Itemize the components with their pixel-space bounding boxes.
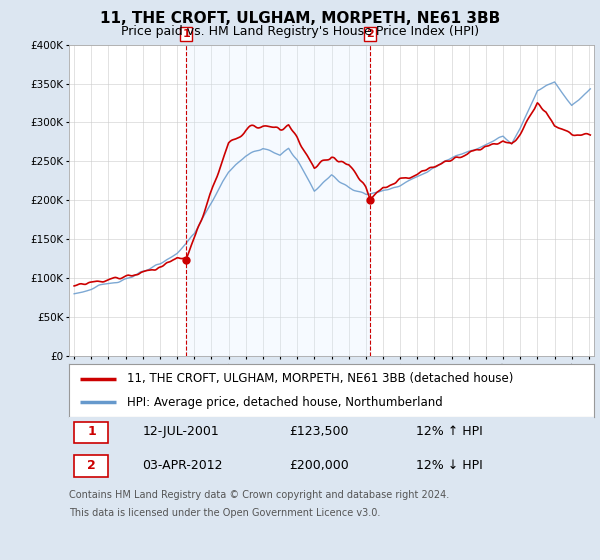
Text: This data is licensed under the Open Government Licence v3.0.: This data is licensed under the Open Gov… <box>69 508 380 519</box>
Text: 1: 1 <box>87 426 96 438</box>
Text: 2: 2 <box>87 459 96 472</box>
Text: 12% ↑ HPI: 12% ↑ HPI <box>415 426 482 438</box>
Text: 12% ↓ HPI: 12% ↓ HPI <box>415 459 482 472</box>
FancyBboxPatch shape <box>74 422 109 444</box>
Text: £200,000: £200,000 <box>290 459 349 472</box>
Text: 1: 1 <box>182 29 190 39</box>
Bar <box>186 45 370 356</box>
FancyBboxPatch shape <box>74 455 109 477</box>
Text: £123,500: £123,500 <box>290 426 349 438</box>
Text: HPI: Average price, detached house, Northumberland: HPI: Average price, detached house, Nort… <box>127 396 443 409</box>
Text: 12-JUL-2001: 12-JUL-2001 <box>143 426 219 438</box>
Text: Contains HM Land Registry data © Crown copyright and database right 2024.: Contains HM Land Registry data © Crown c… <box>69 490 449 500</box>
Text: 11, THE CROFT, ULGHAM, MORPETH, NE61 3BB (detached house): 11, THE CROFT, ULGHAM, MORPETH, NE61 3BB… <box>127 372 513 385</box>
Text: 11, THE CROFT, ULGHAM, MORPETH, NE61 3BB: 11, THE CROFT, ULGHAM, MORPETH, NE61 3BB <box>100 11 500 26</box>
Text: 2: 2 <box>366 29 374 39</box>
Text: Price paid vs. HM Land Registry's House Price Index (HPI): Price paid vs. HM Land Registry's House … <box>121 25 479 38</box>
Text: 03-APR-2012: 03-APR-2012 <box>143 459 223 472</box>
